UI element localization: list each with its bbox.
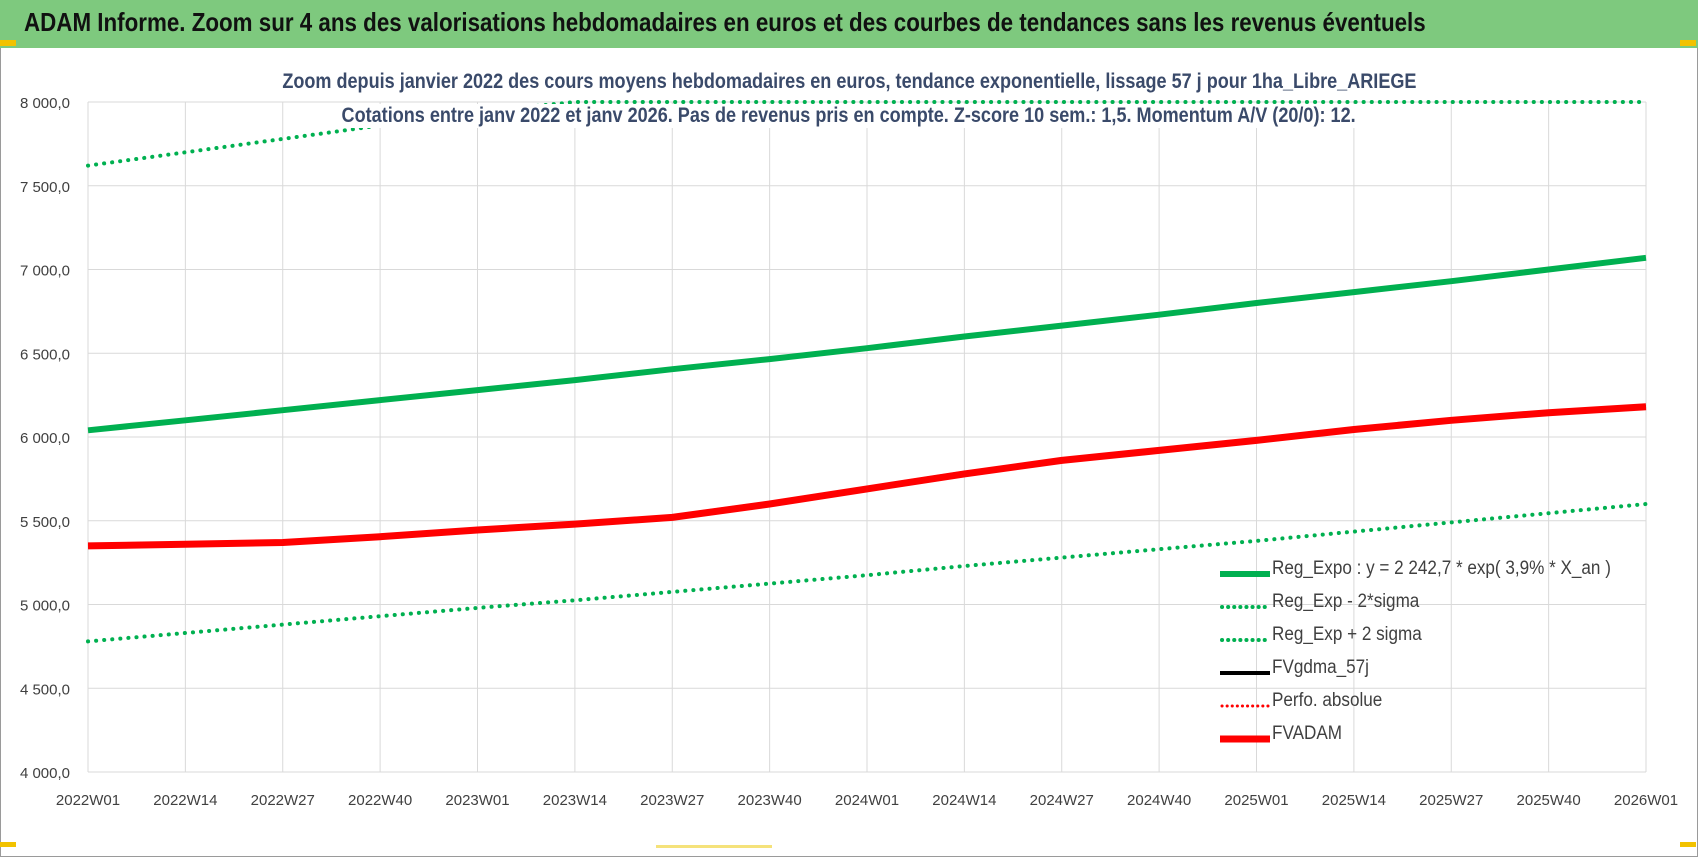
legend-label-fvadam: FVADAM <box>1272 723 1342 744</box>
scroll-indicator <box>656 845 772 848</box>
y-tick-label: 4 000,0 <box>20 765 70 782</box>
legend-swatch-fvadam <box>1220 735 1270 743</box>
chart-legend: Reg_Expo : y = 2 242,7 * exp( 3,9% * X_a… <box>1216 554 1636 752</box>
legend-swatch-perfo <box>1220 704 1270 708</box>
series-line-0 <box>87 254 1647 434</box>
legend-label-perfo: Perfo. absolue <box>1272 690 1383 711</box>
legend-item-fvgdma: FVgdma_57j <box>1216 653 1636 686</box>
y-tick-label: 7 000,0 <box>20 263 70 280</box>
x-tick-label: 2024W27 <box>1030 792 1094 809</box>
x-tick-label: 2024W14 <box>932 792 996 809</box>
chart-subtitle-text: Cotations entre janv 2022 et janv 2026. … <box>338 104 1360 128</box>
corner-accent-bottom-left <box>0 842 16 847</box>
x-tick-label: 2022W40 <box>348 792 412 809</box>
legend-item-reg-exp-minus: Reg_Exp - 2*sigma <box>1216 587 1636 620</box>
x-axis-tick-labels: 2022W01 2022W14 2022W27 2022W40 2023W01 2023W… <box>56 792 1678 809</box>
x-tick-label: 2022W14 <box>153 792 217 809</box>
x-tick-label: 2025W40 <box>1517 792 1581 809</box>
x-tick-label: 2023W40 <box>738 792 802 809</box>
legend-swatch-reg-exp-plus <box>1220 638 1270 642</box>
legend-label-reg-exp-plus: Reg_Exp + 2 sigma <box>1272 624 1422 645</box>
x-tick-label: 2023W27 <box>640 792 704 809</box>
x-tick-label: 2022W01 <box>56 792 120 809</box>
x-tick-label: 2024W40 <box>1127 792 1191 809</box>
series-line-5 <box>87 403 1647 550</box>
y-axis-tick-labels: 4 000,0 4 500,0 5 000,0 5 500,0 6 000,0 6 500… <box>20 95 70 782</box>
corner-accent-bottom-right <box>1680 842 1696 847</box>
legend-swatch-fvgdma <box>1220 671 1270 675</box>
legend-item-reg-expo: Reg_Expo : y = 2 242,7 * exp( 3,9% * X_a… <box>1216 554 1636 587</box>
grid-layer <box>87 101 1647 773</box>
x-tick-label: 2026W01 <box>1614 792 1678 809</box>
legend-label-fvgdma: FVgdma_57j <box>1272 657 1369 678</box>
x-tick-label: 2022W27 <box>251 792 315 809</box>
header-title: ADAM Informe. Zoom sur 4 ans des valoris… <box>24 7 1426 37</box>
chart-area: 4 000,0 4 500,0 5 000,0 5 500,0 6 000,0 6 500… <box>20 95 1678 809</box>
legend-label-reg-expo: Reg_Expo : y = 2 242,7 * exp( 3,9% * X_a… <box>1272 558 1611 579</box>
legend-swatch-reg-expo <box>1220 571 1270 577</box>
chart-title: Zoom depuis janvier 2022 des cours moyen… <box>0 70 1698 94</box>
series-line-1 <box>86 502 1648 644</box>
y-tick-label: 5 500,0 <box>20 514 70 531</box>
chart-subtitle: Cotations entre janv 2022 et janv 2026. … <box>0 104 1698 128</box>
y-tick-label: 4 500,0 <box>20 681 70 698</box>
legend-item-perfo: Perfo. absolue <box>1216 686 1636 719</box>
y-tick-label: 7 500,0 <box>20 179 70 196</box>
corner-accent-top-left <box>0 40 16 46</box>
x-tick-label: 2023W01 <box>445 792 509 809</box>
x-tick-label: 2025W14 <box>1322 792 1386 809</box>
legend-swatch-reg-exp-minus <box>1220 605 1270 609</box>
chart-title-text: Zoom depuis janvier 2022 des cours moyen… <box>278 70 1420 94</box>
series-layer <box>86 100 1648 644</box>
y-tick-label: 5 000,0 <box>20 598 70 615</box>
series-line-2 <box>86 100 1648 168</box>
y-tick-label: 6 500,0 <box>20 346 70 363</box>
corner-accent-top-right <box>1680 40 1696 46</box>
x-tick-label: 2025W27 <box>1419 792 1483 809</box>
y-tick-label: 8 000,0 <box>20 95 70 112</box>
legend-label-reg-exp-minus: Reg_Exp - 2*sigma <box>1272 591 1420 612</box>
x-tick-label: 2024W01 <box>835 792 899 809</box>
x-tick-label: 2025W01 <box>1224 792 1288 809</box>
legend-item-reg-exp-plus: Reg_Exp + 2 sigma <box>1216 620 1636 653</box>
header-banner: ADAM Informe. Zoom sur 4 ans des valoris… <box>0 0 1698 48</box>
x-tick-label: 2023W14 <box>543 792 607 809</box>
y-tick-label: 6 000,0 <box>20 430 70 447</box>
legend-item-fvadam: FVADAM <box>1216 719 1636 752</box>
